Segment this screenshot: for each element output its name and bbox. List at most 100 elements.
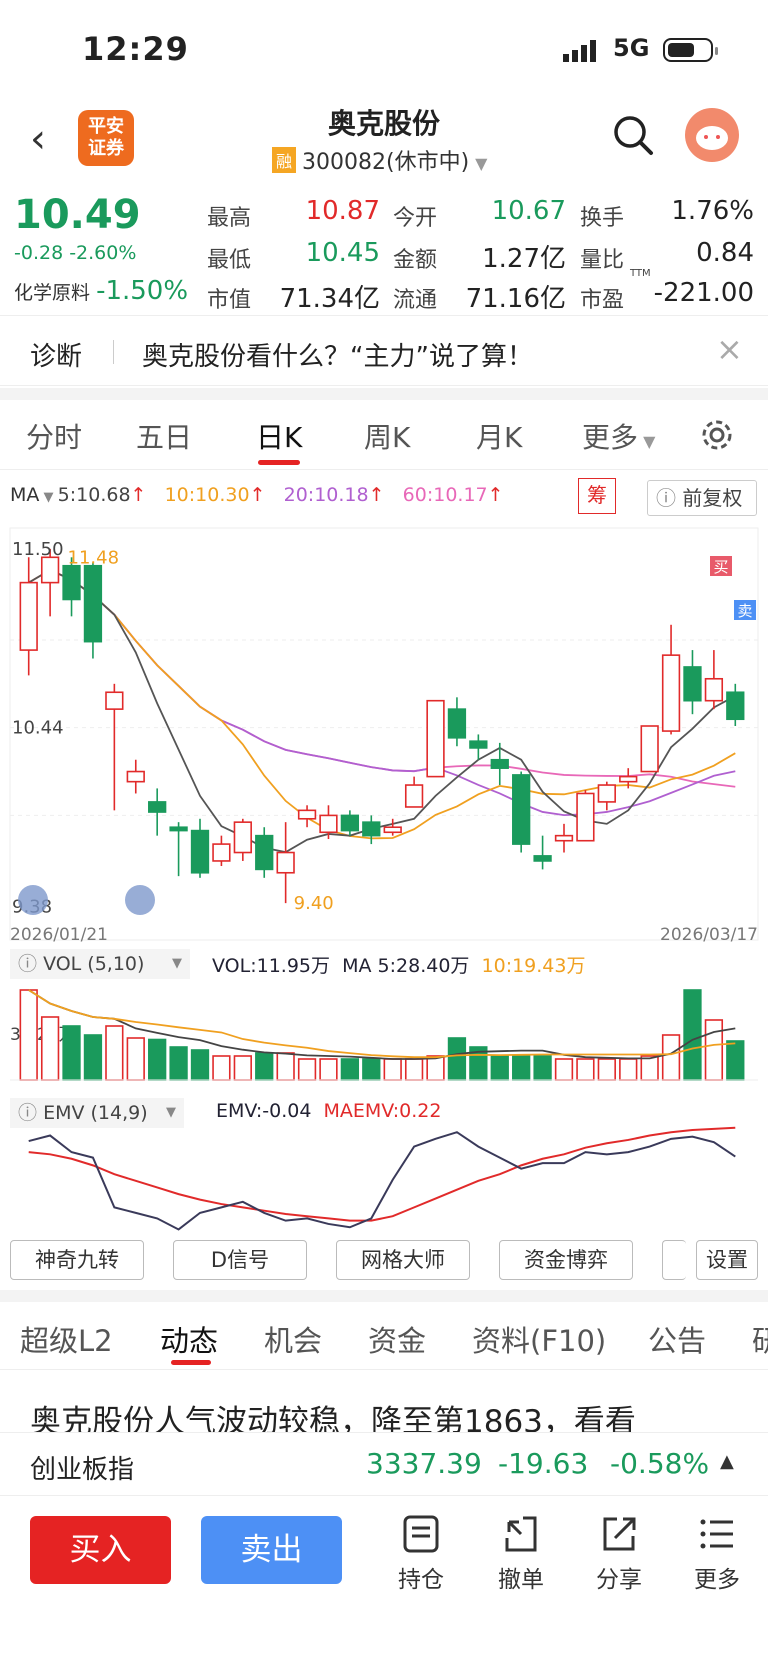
assistant-avatar[interactable] (685, 108, 739, 162)
label-pe: 市盈 (580, 288, 625, 313)
dropdown-icon: ▼ (475, 154, 488, 173)
index-value: 3337.39 (366, 1447, 482, 1480)
ma5-line (28, 568, 736, 854)
expand-icon[interactable]: ▲ (720, 1451, 734, 1472)
y-tick-mid: 10.44 (12, 718, 64, 739)
more-menu-icon (700, 1519, 733, 1549)
tab-monthly-k[interactable]: 月K (476, 421, 523, 454)
volume-bar (362, 1058, 381, 1081)
indicator-buttons: 神奇九转 D信号 网格大师 资金博弈 设置 (0, 1240, 768, 1290)
holdings-icon (403, 1515, 439, 1553)
candle (169, 826, 188, 832)
diagnosis-banner[interactable]: 诊断 奥克股份看什么？“主力”说了算！ × (0, 318, 768, 386)
candle (404, 784, 424, 808)
volume-bar (704, 1019, 724, 1081)
y-tick-high: 11.50 (12, 539, 64, 560)
emv-indicator-select[interactable]: ⓘ EMV (14,9) ▼ (10, 1098, 184, 1128)
candle (554, 834, 574, 842)
volume-bar (19, 989, 38, 1081)
sell-button[interactable]: 卖出 (201, 1516, 342, 1584)
tab-f10[interactable]: 资料(F10) (472, 1324, 607, 1358)
holdings-button[interactable]: 持仓 (386, 1514, 456, 1594)
chart-frame (9, 527, 759, 941)
buy-marker-text: 买 (713, 558, 728, 576)
battery-icon (663, 38, 718, 62)
label-open: 今开 (393, 206, 438, 231)
diagnosis-text: 奥克股份看什么？“主力”说了算！ (142, 342, 533, 372)
tab-announcement[interactable]: 公告 (648, 1324, 707, 1358)
back-icon[interactable]: ‹ (30, 116, 46, 162)
last-price: 10.49 (14, 192, 141, 238)
candle (319, 814, 338, 834)
candle (726, 691, 745, 721)
tab-super-l2[interactable]: 超级L2 (20, 1324, 113, 1358)
candle (83, 564, 103, 643)
d-signal-button[interactable]: D信号 (173, 1240, 307, 1280)
label-mktcap: 市值 (207, 288, 252, 313)
industry[interactable]: 化学原料 -1.50% (14, 276, 189, 306)
candle (212, 843, 231, 862)
candle (533, 855, 552, 862)
volume-bar (83, 1034, 103, 1081)
share-button[interactable]: 分享 (584, 1514, 654, 1594)
ma20-value: 20:10.18 (283, 484, 369, 506)
ma-label[interactable]: MA (10, 484, 40, 506)
tab-weekly-k[interactable]: 周K (364, 421, 411, 454)
adjust-button[interactable]: ⓘ 前复权 (647, 480, 757, 516)
volume-legend: VOL:11.95万 MA 5:28.40万 10:19.43万 (212, 955, 586, 977)
index-change: -19.63 (498, 1447, 589, 1480)
emv-line (28, 1131, 736, 1231)
expand-chart-icon (18, 885, 48, 915)
volume-indicator-select[interactable]: ⓘ VOL (5,10) ▼ (10, 949, 190, 979)
tab-timeshare[interactable]: 分时 (26, 421, 83, 454)
close-icon[interactable]: × (716, 330, 743, 368)
volume-bar (576, 1058, 595, 1081)
candle (640, 725, 659, 773)
status-bar: 12:29 5G (0, 0, 768, 100)
buy-button[interactable]: 买入 (30, 1516, 171, 1584)
candle (597, 784, 616, 803)
date-end: 2026/03/17 (660, 925, 758, 945)
sell-marker (734, 600, 756, 620)
buy-marker (710, 556, 732, 576)
candle (19, 581, 38, 651)
ma10-value: 10:10.30 (164, 484, 250, 506)
candle (704, 677, 724, 702)
kline-chart[interactable]: 11.5010.449.3811.489.402026/01/212026/03… (0, 520, 768, 1240)
grid-master-button[interactable]: 网格大师 (336, 1240, 470, 1280)
search-icon[interactable] (612, 114, 654, 156)
index-ticker[interactable]: 创业板指 3337.39 -19.63 -0.58% ▲ (0, 1432, 768, 1496)
ma-dropdown-icon[interactable]: ▼ (39, 490, 58, 505)
nav-bar: 奥克股份 ‹ 平安 证券 融 300082(休市中) ▼ (0, 100, 768, 178)
divider (113, 340, 114, 364)
magic-nine-button[interactable]: 神奇九转 (10, 1240, 144, 1280)
tab-dynamics[interactable]: 动态 (160, 1324, 219, 1358)
more-button[interactable]: 更多 (682, 1514, 752, 1594)
index-pct: -0.58% (610, 1447, 710, 1480)
chip-distribution-button[interactable]: 筹 (578, 478, 616, 514)
margin-badge: 融 (272, 147, 297, 173)
sell-marker-text: 卖 (737, 602, 752, 620)
stock-title: 奥克股份 (327, 107, 440, 140)
tab-daily-k[interactable]: 日K (256, 421, 303, 454)
volume-bar (426, 1055, 445, 1081)
tab-funds[interactable]: 资金 (368, 1324, 427, 1358)
tab-more[interactable]: 更多 ▼ (582, 421, 656, 454)
fund-game-button[interactable]: 资金博弈 (499, 1240, 633, 1280)
settings-gear-icon[interactable] (700, 418, 734, 452)
value-low: 10.45 (305, 238, 380, 268)
tab-research[interactable]: 研 (752, 1324, 768, 1358)
volume-bar (597, 1058, 616, 1081)
tab-opportunity[interactable]: 机会 (264, 1324, 323, 1358)
cancel-order-button[interactable]: 撤单 (486, 1514, 556, 1594)
tab-fiveday[interactable]: 五日 (136, 421, 193, 454)
settings-button[interactable]: 设置 (696, 1240, 758, 1280)
news-tabs: 超级L2 动态 机会 资金 资料(F10) 公告 研 (0, 1304, 768, 1370)
candle (105, 691, 124, 710)
volume-bar (169, 1046, 188, 1081)
volume-bar (726, 1040, 745, 1081)
value-pe: -221.00 (653, 278, 754, 308)
low-price-label: 9.40 (294, 893, 334, 914)
volume-bar (148, 1038, 167, 1081)
stock-code[interactable]: 融 300082(休市中) ▼ (272, 144, 487, 176)
